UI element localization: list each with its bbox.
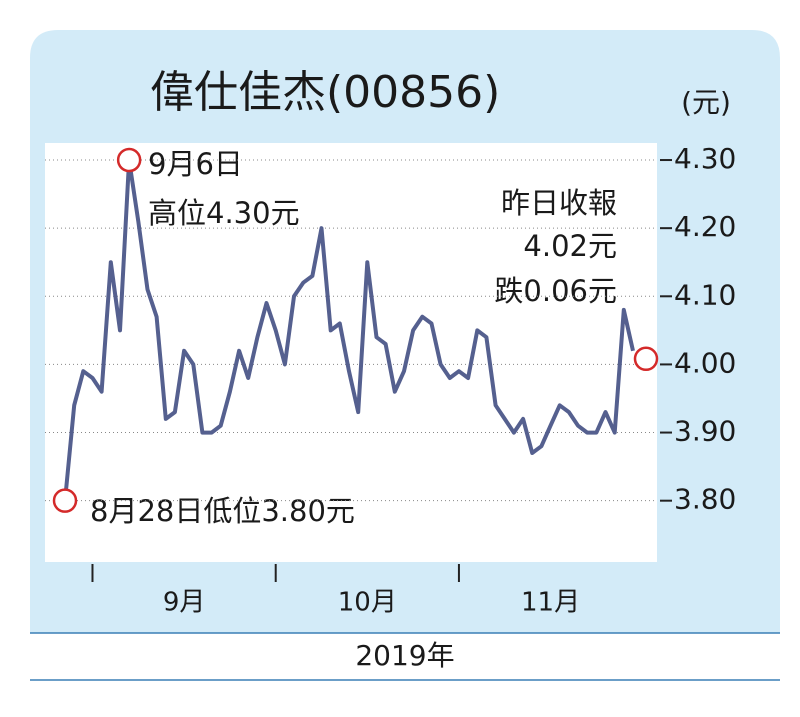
plot-area bbox=[45, 143, 657, 562]
y-tick-label: 4.30 bbox=[674, 142, 736, 175]
highlight-marker bbox=[116, 147, 142, 173]
annotation: 4.02元 bbox=[523, 229, 617, 263]
annotation: 高位4.30元 bbox=[148, 196, 300, 230]
y-tick-label: 4.00 bbox=[674, 346, 736, 379]
annotation: 9月6日 bbox=[148, 147, 243, 181]
annotation: 跌0.06元 bbox=[494, 274, 617, 308]
y-tick-label: 3.90 bbox=[674, 415, 736, 448]
x-tick-label: 10月 bbox=[338, 588, 397, 618]
annotation: 8月28日低位3.80元 bbox=[90, 494, 355, 528]
highlight-marker bbox=[52, 488, 78, 513]
annotation: 昨日收報 bbox=[501, 186, 617, 220]
x-axis-label: 2019年 bbox=[355, 639, 454, 672]
chart-title: 偉仕佳杰(00856) bbox=[150, 67, 500, 118]
x-tick-label: 9月 bbox=[163, 588, 206, 618]
y-tick-label: 4.10 bbox=[674, 278, 736, 311]
y-unit: (元) bbox=[681, 86, 731, 119]
y-tick-label: 4.20 bbox=[674, 210, 736, 243]
price-line bbox=[63, 158, 635, 501]
x-tick-label: 11月 bbox=[521, 588, 580, 618]
y-tick-label: 3.80 bbox=[674, 483, 736, 516]
highlight-marker bbox=[633, 346, 659, 372]
